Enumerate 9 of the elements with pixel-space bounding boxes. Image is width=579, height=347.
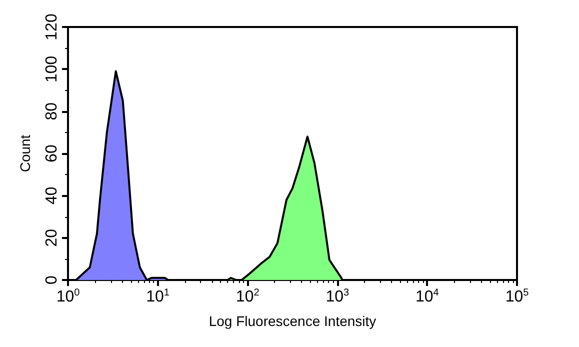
y-tick-label: 80 bbox=[44, 102, 60, 120]
y-tick-label: 60 bbox=[44, 144, 60, 162]
y-axis-title: Count bbox=[17, 134, 33, 172]
y-tick-label: 120 bbox=[44, 14, 60, 40]
y-tick-label: 20 bbox=[44, 228, 60, 247]
y-tick-label: 40 bbox=[44, 186, 60, 205]
y-tick-label: 100 bbox=[44, 56, 60, 83]
y-tick-label: 0 bbox=[44, 275, 60, 284]
x-axis-title: Log Fluorescence Intensity bbox=[208, 313, 376, 329]
